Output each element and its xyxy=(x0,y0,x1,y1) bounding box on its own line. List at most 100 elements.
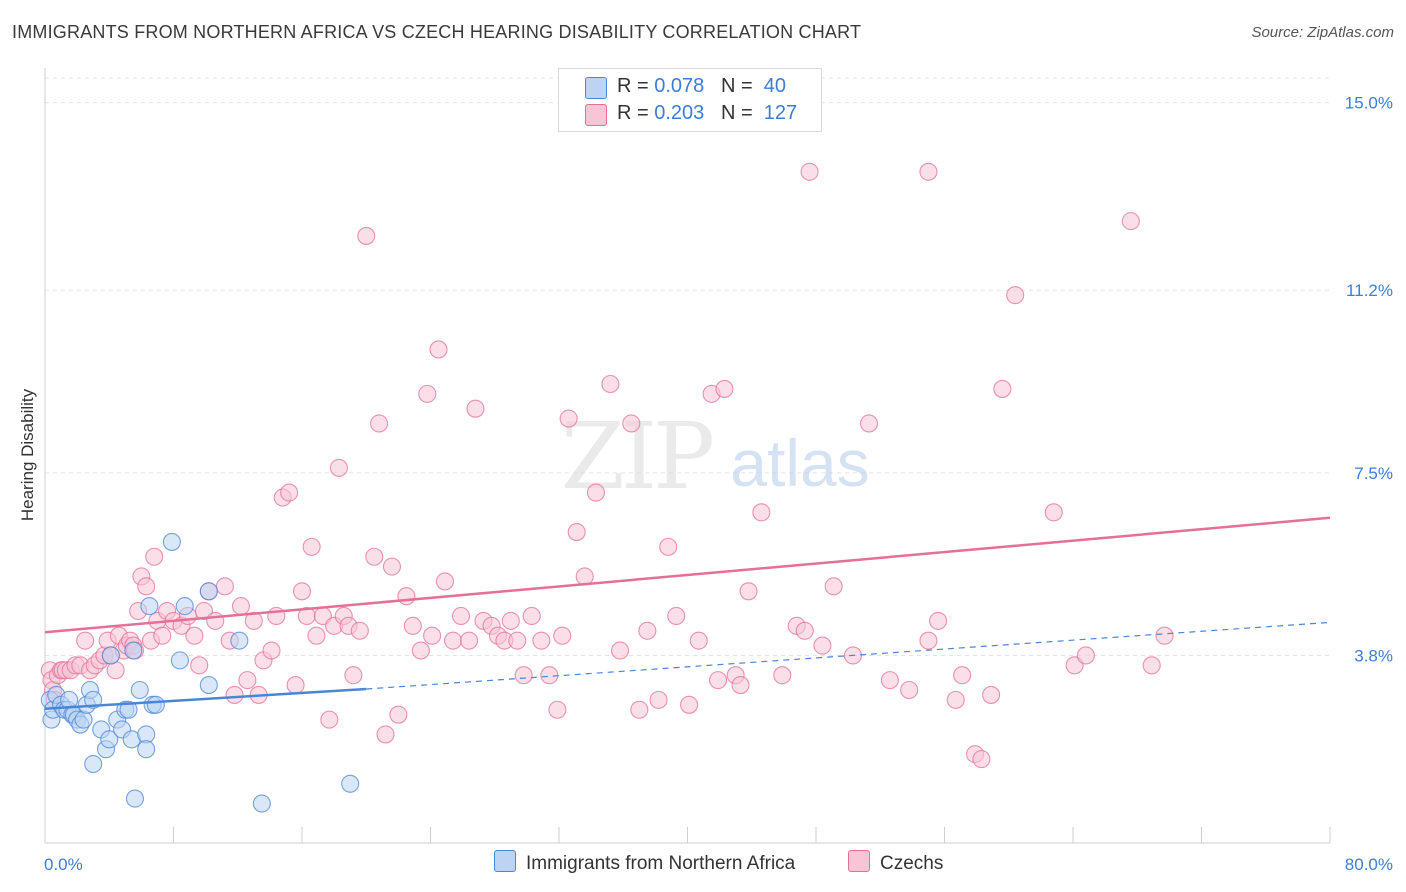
data-point-czechs xyxy=(397,587,416,606)
data-point-czechs xyxy=(946,690,965,709)
data-point-northern-africa xyxy=(140,597,159,616)
data-point-czechs xyxy=(1142,656,1161,675)
data-point-czechs xyxy=(800,162,819,181)
legend-swatch-blue xyxy=(585,77,607,99)
data-point-czechs xyxy=(929,611,948,630)
data-point-czechs xyxy=(540,666,559,685)
data-point-czechs xyxy=(262,641,281,660)
legend-swatch-blue xyxy=(494,850,516,872)
data-point-czechs xyxy=(307,626,326,645)
data-point-czechs xyxy=(548,700,567,719)
data-point-northern-africa xyxy=(137,740,156,759)
watermark-atlas: atlas xyxy=(730,426,869,500)
data-point-czechs xyxy=(403,616,422,635)
data-point-czechs xyxy=(238,671,257,690)
data-point-czechs xyxy=(185,626,204,645)
data-point-czechs xyxy=(376,725,395,744)
data-point-czechs xyxy=(659,537,678,556)
n-value: 127 xyxy=(763,102,798,124)
data-point-czechs xyxy=(638,621,657,640)
data-point-northern-africa xyxy=(130,680,149,700)
data-point-czechs xyxy=(302,537,321,556)
data-point-czechs xyxy=(320,710,339,729)
data-point-northern-africa xyxy=(125,789,144,808)
gridlines xyxy=(45,77,1330,656)
correlation-legend: R = 0.078 N = 40 R = 0.203 N = 127 xyxy=(558,68,822,132)
data-point-czechs xyxy=(708,671,728,690)
data-point-czechs xyxy=(667,606,686,626)
data-point-czechs xyxy=(329,458,348,477)
data-point-czechs xyxy=(680,695,699,714)
data-point-czechs xyxy=(225,685,244,704)
data-point-czechs xyxy=(443,631,463,650)
data-point-czechs xyxy=(1044,503,1063,522)
data-point-czechs xyxy=(1121,212,1140,231)
data-point-czechs xyxy=(206,611,225,630)
r-label: R = xyxy=(617,75,649,97)
data-point-czechs xyxy=(466,399,485,418)
legend-label: Czechs xyxy=(880,853,944,874)
data-point-czechs xyxy=(418,384,437,403)
data-point-czechs xyxy=(435,572,455,591)
data-point-czechs xyxy=(145,547,164,566)
source-label: Source: ZipAtlas.com xyxy=(1251,24,1394,41)
data-point-czechs xyxy=(859,414,879,433)
data-point-czechs xyxy=(280,483,299,502)
tick-labels: 3.8% 7.5% 11.2% 15.0% 0.0% 80.0% xyxy=(44,94,1393,874)
x-tick-label: 0.0% xyxy=(44,855,83,874)
data-point-northern-africa xyxy=(101,646,120,665)
data-point-northern-africa xyxy=(199,676,218,695)
chart-title: IMMIGRANTS FROM NORTHERN AFRICA VS CZECH… xyxy=(12,22,862,42)
data-point-czechs xyxy=(900,680,919,700)
data-point-czechs xyxy=(350,621,369,640)
data-point-czechs xyxy=(153,626,172,645)
data-point-northern-africa xyxy=(175,597,194,616)
data-point-czechs xyxy=(1006,286,1025,305)
data-point-czechs xyxy=(429,340,448,359)
data-point-czechs xyxy=(880,671,899,690)
data-point-czechs xyxy=(508,631,527,650)
data-point-czechs xyxy=(715,379,734,398)
data-point-czechs xyxy=(370,414,389,433)
data-point-northern-africa xyxy=(230,631,249,650)
data-point-czechs xyxy=(919,162,938,181)
data-point-czechs xyxy=(231,597,251,616)
data-point-northern-africa xyxy=(84,690,103,709)
data-point-czechs xyxy=(411,641,430,660)
trend-lines xyxy=(44,516,1331,711)
legend-label: Immigrants from Northern Africa xyxy=(526,853,796,874)
data-point-czechs xyxy=(357,226,376,245)
n-label: N = xyxy=(720,102,753,124)
data-point-czechs xyxy=(953,666,972,685)
data-point-czechs xyxy=(567,523,586,542)
data-point-czechs xyxy=(622,414,641,433)
data-point-czechs xyxy=(553,626,572,645)
data-point-czechs xyxy=(451,606,471,626)
n-label: N = xyxy=(720,75,753,97)
n-value: 40 xyxy=(763,75,787,97)
data-point-czechs xyxy=(286,676,305,695)
data-point-czechs xyxy=(559,409,578,428)
data-point-czechs xyxy=(982,685,1001,704)
watermark: ZIP atlas xyxy=(561,403,870,510)
data-point-czechs xyxy=(365,547,384,566)
data-point-czechs xyxy=(382,557,402,576)
data-point-czechs xyxy=(532,631,551,650)
data-point-czechs xyxy=(389,705,408,724)
y-tick-label: 3.8% xyxy=(1354,646,1393,665)
data-point-czechs xyxy=(423,626,442,645)
x-tick-label: 80.0% xyxy=(1345,855,1393,874)
data-point-czechs xyxy=(1155,626,1174,645)
legend-swatch-pink xyxy=(585,104,607,126)
data-point-czechs xyxy=(215,577,234,596)
data-point-czechs xyxy=(649,690,668,709)
data-point-czechs xyxy=(459,631,479,650)
r-label: R = xyxy=(617,102,649,124)
legend-swatch-pink xyxy=(848,850,870,872)
data-point-czechs xyxy=(689,631,708,650)
data-point-czechs xyxy=(190,656,209,675)
data-point-northern-africa xyxy=(170,651,189,670)
trend-line-northern-africa xyxy=(44,687,367,711)
data-point-czechs xyxy=(76,631,95,650)
